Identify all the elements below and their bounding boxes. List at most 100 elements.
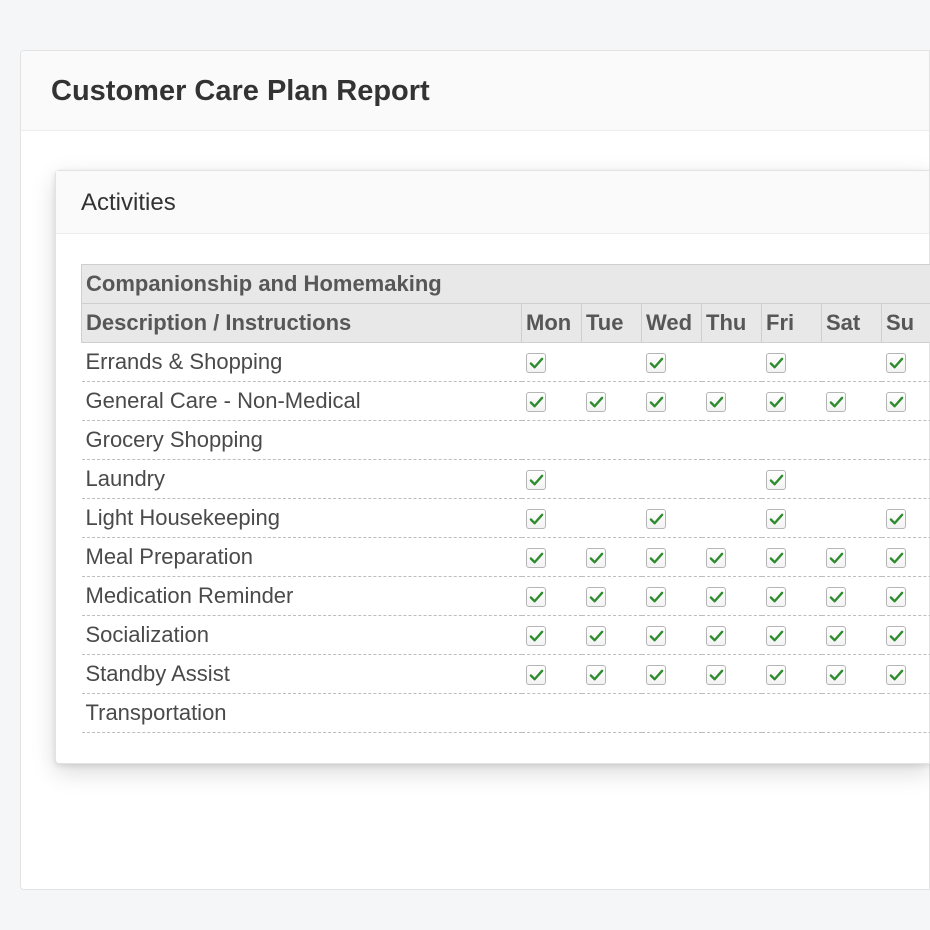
activities-section-row: Companionship and Homemaking [82, 265, 930, 304]
activity-day-cell [522, 616, 582, 655]
checkbox[interactable] [766, 470, 786, 490]
table-row: Errands & Shopping [82, 343, 930, 382]
checkbox[interactable] [886, 665, 906, 685]
checkbox[interactable] [766, 548, 786, 568]
activities-section-title: Companionship and Homemaking [82, 265, 930, 304]
activity-day-cell [822, 343, 882, 382]
checkbox[interactable] [706, 665, 726, 685]
checkbox[interactable] [766, 509, 786, 529]
checkbox[interactable] [526, 470, 546, 490]
checkbox[interactable] [646, 626, 666, 646]
activity-day-cell [762, 460, 822, 499]
checkbox[interactable] [526, 509, 546, 529]
check-icon [589, 668, 604, 683]
check-icon [709, 668, 724, 683]
activity-day-cell [882, 577, 930, 616]
check-icon [649, 395, 664, 410]
activity-day-cell [642, 538, 702, 577]
activity-day-cell [582, 616, 642, 655]
checkbox[interactable] [706, 548, 726, 568]
checkbox[interactable] [886, 626, 906, 646]
activity-day-cell [882, 460, 930, 499]
checkbox[interactable] [586, 392, 606, 412]
checkbox[interactable] [886, 353, 906, 373]
checkbox[interactable] [646, 392, 666, 412]
activity-day-cell [822, 499, 882, 538]
activity-day-cell [882, 382, 930, 421]
checkbox[interactable] [586, 665, 606, 685]
check-icon [529, 629, 544, 644]
activity-day-cell [882, 343, 930, 382]
activity-day-cell [642, 343, 702, 382]
checkbox[interactable] [826, 665, 846, 685]
activity-day-cell [702, 499, 762, 538]
checkbox[interactable] [646, 587, 666, 607]
activity-day-cell [702, 343, 762, 382]
activity-day-cell [522, 499, 582, 538]
check-icon [829, 590, 844, 605]
activity-label: Transportation [82, 694, 522, 733]
checkbox[interactable] [526, 392, 546, 412]
activity-day-cell [882, 694, 930, 733]
table-row: Laundry [82, 460, 930, 499]
check-icon [649, 512, 664, 527]
activity-day-cell [882, 499, 930, 538]
checkbox[interactable] [826, 392, 846, 412]
table-row: Grocery Shopping [82, 421, 930, 460]
checkbox[interactable] [646, 509, 666, 529]
checkbox[interactable] [886, 548, 906, 568]
activity-day-cell [522, 382, 582, 421]
col-day-sun: Su [882, 304, 930, 343]
table-row: Medication Reminder [82, 577, 930, 616]
activity-day-cell [822, 577, 882, 616]
activity-day-cell [642, 421, 702, 460]
checkbox[interactable] [526, 626, 546, 646]
check-icon [709, 551, 724, 566]
checkbox[interactable] [646, 353, 666, 373]
checkbox[interactable] [526, 353, 546, 373]
checkbox[interactable] [826, 587, 846, 607]
checkbox[interactable] [766, 353, 786, 373]
checkbox[interactable] [586, 626, 606, 646]
checkbox[interactable] [586, 587, 606, 607]
activity-day-cell [522, 343, 582, 382]
activities-header-row: Description / Instructions Mon Tue Wed T… [82, 304, 930, 343]
check-icon [709, 590, 724, 605]
checkbox[interactable] [706, 392, 726, 412]
check-icon [889, 356, 904, 371]
checkbox[interactable] [706, 626, 726, 646]
checkbox[interactable] [886, 587, 906, 607]
checkbox[interactable] [646, 665, 666, 685]
checkbox[interactable] [526, 665, 546, 685]
col-day-wed: Wed [642, 304, 702, 343]
checkbox[interactable] [646, 548, 666, 568]
activities-panel: Activities Companionship and Homemaking … [55, 170, 930, 764]
check-icon [709, 395, 724, 410]
checkbox[interactable] [886, 392, 906, 412]
activity-day-cell [582, 694, 642, 733]
checkbox[interactable] [586, 548, 606, 568]
check-icon [889, 512, 904, 527]
checkbox[interactable] [766, 587, 786, 607]
check-icon [529, 512, 544, 527]
checkbox[interactable] [766, 665, 786, 685]
checkbox[interactable] [766, 626, 786, 646]
check-icon [829, 668, 844, 683]
checkbox[interactable] [766, 392, 786, 412]
activity-day-cell [582, 460, 642, 499]
activity-day-cell [882, 616, 930, 655]
checkbox[interactable] [826, 548, 846, 568]
checkbox[interactable] [886, 509, 906, 529]
check-icon [769, 668, 784, 683]
checkbox[interactable] [706, 587, 726, 607]
activity-day-cell [762, 499, 822, 538]
checkbox[interactable] [826, 626, 846, 646]
check-icon [769, 629, 784, 644]
activity-day-cell [582, 538, 642, 577]
checkbox[interactable] [526, 548, 546, 568]
checkbox[interactable] [526, 587, 546, 607]
activity-label: Standby Assist [82, 655, 522, 694]
activity-label: General Care - Non-Medical [82, 382, 522, 421]
check-icon [709, 629, 724, 644]
activity-label: Light Housekeeping [82, 499, 522, 538]
